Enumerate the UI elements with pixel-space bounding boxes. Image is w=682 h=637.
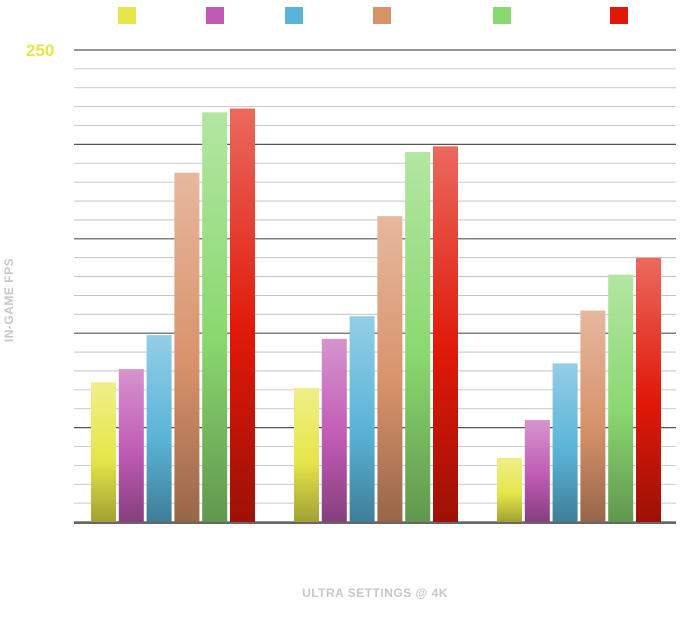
bar [405, 151, 431, 522]
bar [552, 363, 578, 522]
legend [118, 7, 628, 24]
bar [202, 112, 228, 522]
y-axis-title: IN-GAME FPS [2, 258, 16, 342]
bar [146, 335, 172, 522]
bar [349, 316, 375, 522]
bar [608, 274, 634, 522]
bar [433, 146, 458, 522]
bar [636, 257, 661, 522]
bar [230, 108, 255, 522]
bar [377, 216, 403, 523]
x-axis-title: ULTRA SETTINGS @ 4K [302, 586, 448, 600]
bar [174, 172, 200, 522]
bar [497, 457, 522, 522]
bar [118, 369, 144, 522]
bars [91, 108, 661, 523]
bar [294, 387, 319, 522]
legend-swatch [206, 7, 224, 24]
legend-swatch [285, 7, 303, 24]
legend-swatch [493, 7, 511, 24]
bar [321, 338, 347, 522]
bar [91, 382, 116, 522]
y-tick-label: 250 [26, 41, 54, 60]
legend-swatch [373, 7, 391, 24]
bar [524, 420, 550, 522]
legend-swatch [610, 7, 628, 24]
bar [580, 310, 606, 522]
legend-swatch [118, 7, 136, 24]
